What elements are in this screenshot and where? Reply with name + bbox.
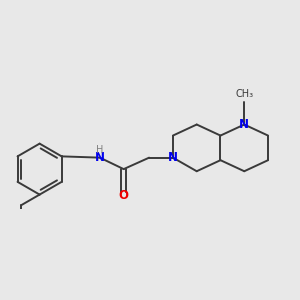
Text: CH₃: CH₃ <box>235 89 253 99</box>
Text: H: H <box>96 145 103 155</box>
Text: O: O <box>119 188 129 202</box>
Text: N: N <box>168 151 178 164</box>
Text: N: N <box>239 118 249 131</box>
Text: N: N <box>95 151 105 164</box>
